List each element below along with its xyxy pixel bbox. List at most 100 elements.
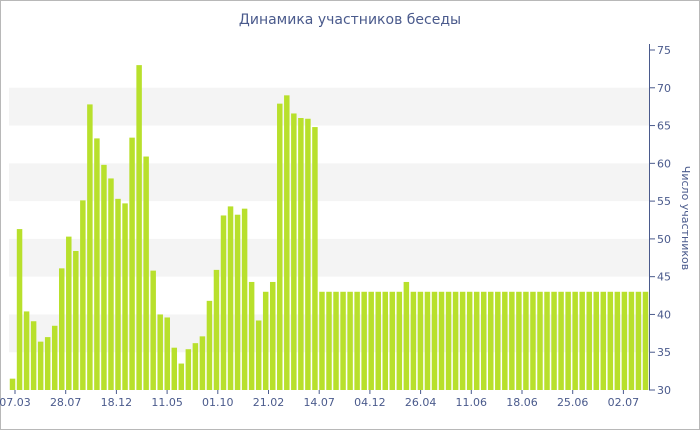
y-tick-label: 75: [657, 44, 671, 57]
bar: [108, 178, 114, 390]
bar: [593, 291, 599, 390]
y-tick-label: 45: [657, 271, 671, 284]
chart-title: Динамика участников беседы: [238, 12, 462, 28]
y-tick-label: 30: [657, 384, 671, 397]
x-axis-ticks: 07.03 28.07 18.12 11.05 01.10 21.02 14.07 04.12…: [0, 390, 639, 409]
bar: [523, 291, 529, 390]
bar: [424, 291, 431, 390]
y-tick-label: 70: [657, 82, 671, 95]
bar: [530, 291, 536, 390]
bar: [642, 291, 649, 390]
x-tick-label: 25.06: [557, 396, 589, 409]
bar: [445, 291, 452, 390]
x-tick-label: 18.12: [101, 396, 133, 409]
y-tick-label: 65: [657, 120, 671, 133]
y-tick-label: 40: [657, 308, 671, 321]
bar: [438, 291, 445, 390]
bar: [417, 291, 424, 390]
y-tick-label: 60: [657, 157, 671, 170]
x-tick-label: 28.07: [50, 396, 82, 409]
bar: [94, 138, 100, 390]
bar: [551, 291, 557, 390]
bar: [157, 314, 163, 390]
bar: [565, 291, 571, 390]
bar: [213, 269, 220, 390]
bar: [466, 291, 473, 390]
bar: [143, 156, 149, 390]
bar: [178, 363, 185, 390]
bar: [389, 291, 396, 390]
bar: [361, 291, 367, 390]
bar: [227, 206, 234, 390]
bar: [192, 343, 199, 390]
bar: [129, 137, 135, 390]
bar: [185, 349, 192, 390]
y-tick-label: 55: [657, 195, 671, 208]
bar: [30, 321, 37, 390]
bar: [607, 291, 614, 390]
bar: [305, 118, 311, 390]
bar: [16, 229, 23, 390]
bar: [410, 291, 417, 390]
bar: [248, 281, 255, 390]
bar: [488, 291, 494, 390]
bar: [255, 320, 262, 390]
bar: [382, 291, 389, 390]
bar-series: [9, 65, 649, 391]
bar: [516, 291, 522, 390]
bar: [220, 215, 227, 390]
bar: [459, 291, 466, 390]
bar: [452, 291, 459, 390]
bar: [340, 291, 346, 390]
bar: [572, 291, 578, 390]
bar: [326, 291, 332, 390]
bar: [558, 291, 564, 390]
bar: [23, 311, 30, 390]
bar: [431, 291, 438, 390]
y-axis-label: Число участников: [679, 166, 692, 270]
y-axis-ticks: 30 35 40 45 50 55 60 65 70 75: [649, 44, 671, 397]
bar: [37, 341, 44, 390]
bar: [347, 291, 353, 390]
bar: [628, 291, 635, 390]
x-tick-label: 18.06: [506, 396, 538, 409]
bar: [403, 281, 410, 390]
bar: [66, 236, 72, 390]
bar: [368, 291, 374, 390]
bar: [586, 291, 592, 390]
bar: [495, 291, 501, 390]
bar: [312, 127, 318, 391]
bar: [502, 291, 508, 390]
bar: [206, 300, 213, 390]
x-tick-label: 02.07: [608, 396, 640, 409]
bar: [333, 291, 339, 390]
bar: [291, 113, 297, 390]
x-tick-label: 11.06: [456, 396, 488, 409]
x-tick-label: 11.05: [151, 396, 183, 409]
bar: [298, 118, 304, 390]
bar: [473, 291, 480, 390]
x-tick-label: 04.12: [354, 396, 386, 409]
bar: [600, 291, 607, 390]
x-tick-label: 01.10: [202, 396, 234, 409]
bar: [234, 214, 241, 390]
bar: [150, 270, 156, 390]
bar: [136, 65, 142, 390]
bar: [480, 291, 487, 390]
bar: [87, 104, 93, 391]
bar: [396, 291, 403, 390]
bar: [171, 347, 178, 390]
bar: [51, 325, 58, 390]
bar: [509, 291, 515, 390]
bar: [101, 164, 107, 390]
bar: [9, 378, 16, 390]
bar: [614, 291, 621, 390]
grid-band: [9, 87, 649, 126]
bar: [635, 291, 642, 390]
bar: [544, 291, 550, 390]
bar: [277, 103, 283, 391]
bar: [579, 291, 585, 390]
bar: [621, 291, 628, 390]
y-tick-label: 50: [657, 233, 671, 246]
x-tick-label: 26.04: [405, 396, 437, 409]
